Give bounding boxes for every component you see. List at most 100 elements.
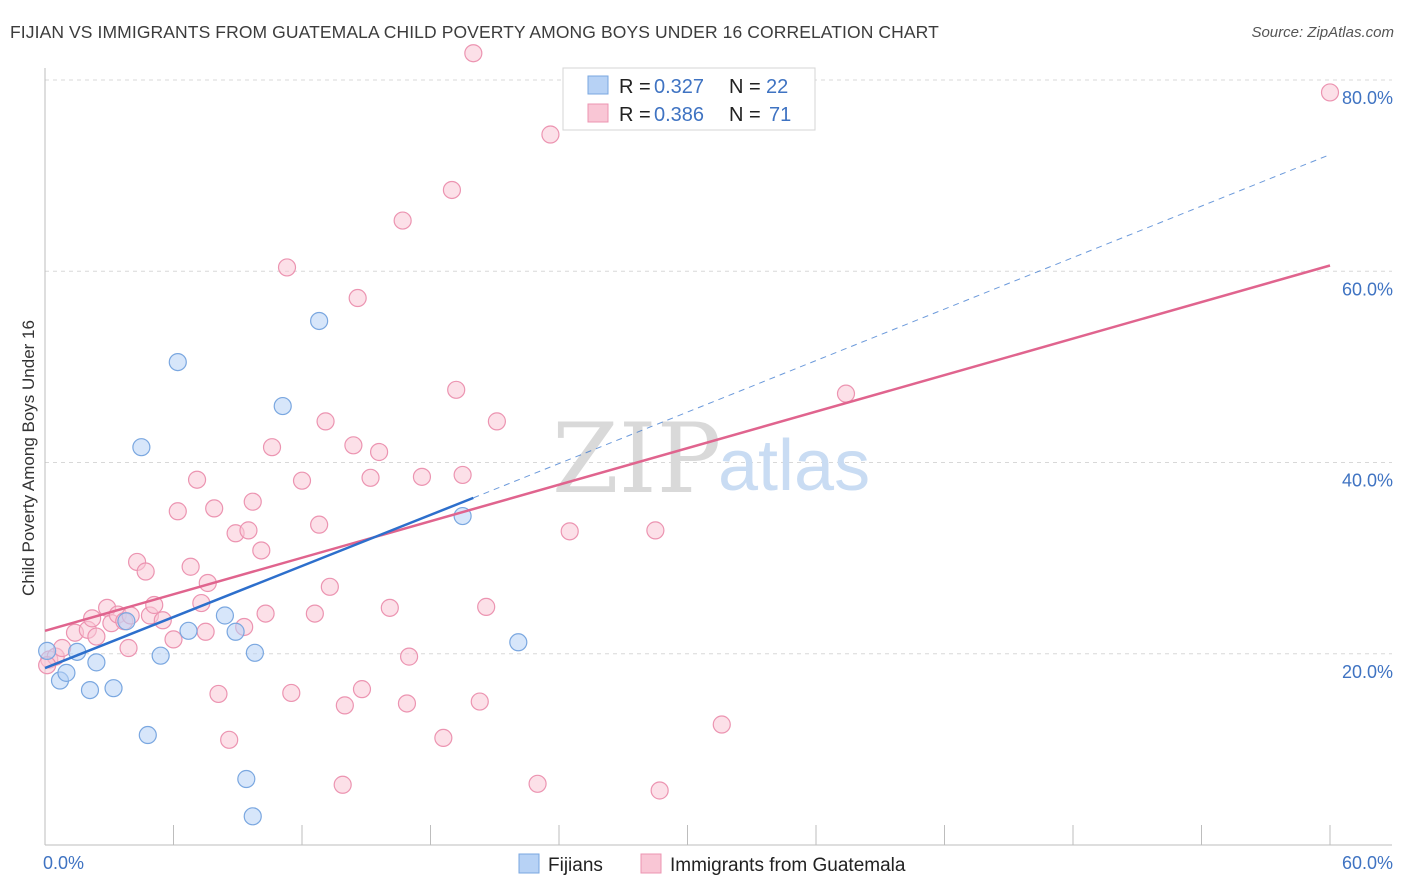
data-point bbox=[104, 679, 123, 698]
data-point bbox=[117, 612, 136, 631]
data-point bbox=[87, 627, 106, 646]
y-tick-label: 60.0% bbox=[1342, 279, 1393, 299]
bottom-legend-fijians: Fijians bbox=[548, 855, 603, 876]
data-point bbox=[136, 562, 155, 581]
data-point bbox=[380, 598, 399, 617]
data-point bbox=[138, 725, 157, 745]
data-point bbox=[348, 288, 367, 308]
data-point bbox=[453, 465, 472, 485]
data-point bbox=[370, 442, 389, 462]
data-point bbox=[712, 715, 731, 734]
data-point bbox=[361, 468, 380, 487]
data-point bbox=[57, 663, 76, 682]
data-point bbox=[310, 515, 329, 534]
x-tick-label: 0.0% bbox=[43, 853, 84, 873]
legend-n-label: N = bbox=[729, 104, 761, 126]
data-point bbox=[1320, 83, 1340, 102]
data-point bbox=[320, 577, 339, 596]
data-point bbox=[397, 694, 417, 713]
x-tick-labels: 0.0% 60.0% bbox=[43, 853, 1393, 873]
data-point bbox=[205, 499, 224, 518]
trend-lines bbox=[44, 154, 1331, 670]
grid-lines bbox=[45, 79, 1392, 655]
data-point bbox=[447, 380, 466, 399]
legend-r-label: R = bbox=[619, 76, 651, 98]
legend-r-label: R = bbox=[619, 104, 651, 126]
data-point bbox=[316, 412, 335, 431]
data-point bbox=[399, 647, 419, 666]
legend-r-value: 0.386 bbox=[654, 104, 704, 126]
bottom-legend-swatch-guatemala bbox=[640, 853, 662, 874]
data-point bbox=[168, 352, 187, 372]
data-point bbox=[220, 730, 239, 749]
y-tick-labels: 20.0% 40.0% 60.0% 80.0% bbox=[1342, 88, 1393, 682]
axes bbox=[44, 68, 1392, 846]
data-point bbox=[164, 630, 183, 649]
data-point bbox=[560, 522, 579, 541]
y-tick-label: 80.0% bbox=[1342, 88, 1393, 108]
data-point bbox=[487, 412, 506, 431]
legend-n-label: N = bbox=[729, 76, 761, 98]
data-point bbox=[179, 621, 198, 640]
source-credit: Source: ZipAtlas.com bbox=[1251, 24, 1394, 41]
y-tick-label: 20.0% bbox=[1342, 662, 1393, 682]
data-point bbox=[344, 436, 363, 455]
data-point bbox=[650, 781, 669, 800]
data-point bbox=[836, 384, 856, 403]
legend-swatch-fijians bbox=[587, 75, 609, 95]
data-point bbox=[80, 680, 100, 700]
data-point bbox=[273, 396, 292, 416]
data-point bbox=[393, 211, 412, 230]
data-point bbox=[132, 438, 151, 457]
data-point bbox=[646, 521, 665, 540]
data-point bbox=[226, 622, 245, 641]
data-point bbox=[215, 606, 234, 625]
data-point bbox=[434, 728, 453, 748]
data-point bbox=[187, 470, 207, 489]
y-axis-label: Child Poverty Among Boys Under 16 bbox=[19, 320, 38, 596]
legend-n-value: 22 bbox=[766, 76, 788, 98]
data-point bbox=[119, 638, 138, 658]
data-point bbox=[477, 597, 496, 616]
bottom-legend-swatch-fijians bbox=[518, 853, 540, 874]
data-point bbox=[209, 684, 228, 704]
guatemala-trend-line bbox=[44, 264, 1331, 633]
fijian-trend-extension bbox=[473, 154, 1331, 499]
data-point bbox=[333, 775, 352, 794]
data-point bbox=[412, 467, 432, 486]
data-point bbox=[252, 541, 271, 560]
data-point bbox=[509, 633, 528, 652]
data-point bbox=[277, 258, 297, 277]
fijian-trend-line bbox=[44, 496, 474, 670]
legend-swatch-guatemala bbox=[587, 103, 609, 123]
data-point bbox=[181, 557, 200, 576]
data-point bbox=[335, 696, 354, 715]
data-point bbox=[87, 653, 106, 672]
data-point bbox=[243, 807, 262, 826]
chart-title: FIJIAN VS IMMIGRANTS FROM GUATEMALA CHIL… bbox=[10, 22, 939, 42]
data-point bbox=[305, 604, 324, 623]
data-point bbox=[464, 44, 483, 63]
correlation-legend: R = 0.327 N = 22 R = 0.386 N = 71 bbox=[562, 67, 816, 131]
data-point bbox=[282, 683, 301, 703]
data-point bbox=[239, 521, 258, 540]
data-point bbox=[528, 774, 547, 793]
bottom-legend-guatemala: Immigrants from Guatemala bbox=[670, 855, 906, 876]
series-legend: Fijians Immigrants from Guatemala bbox=[518, 853, 906, 876]
data-point bbox=[151, 646, 170, 665]
data-point bbox=[256, 604, 275, 623]
data-point bbox=[310, 311, 329, 331]
data-point bbox=[470, 692, 489, 711]
legend-n-value: 71 bbox=[769, 104, 791, 126]
data-point bbox=[237, 769, 256, 789]
data-point bbox=[442, 180, 462, 200]
data-point bbox=[38, 641, 57, 660]
data-point bbox=[245, 643, 264, 662]
x-tick-label: 60.0% bbox=[1342, 853, 1393, 873]
series-immigrants-from-guatemala bbox=[38, 44, 1340, 800]
watermark-atlas: atlas bbox=[718, 426, 870, 506]
data-point bbox=[53, 638, 72, 658]
data-point bbox=[292, 471, 312, 490]
data-point bbox=[541, 125, 560, 144]
